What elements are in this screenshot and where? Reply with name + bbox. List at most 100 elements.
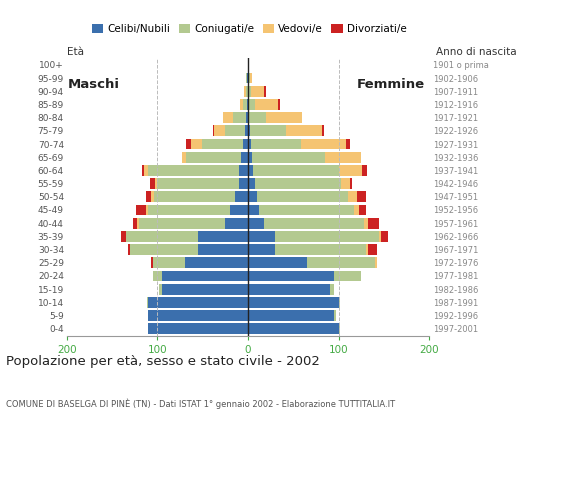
Bar [130,244,198,255]
Bar [215,125,225,136]
Bar [157,178,239,189]
Text: Popolazione per età, sesso e stato civile - 2002: Popolazione per età, sesso e stato civil… [6,355,320,368]
Bar [182,152,186,163]
Bar [151,257,153,268]
Bar [368,244,376,255]
Bar [148,204,230,216]
Bar [225,125,245,136]
Bar [246,72,247,84]
Bar [151,192,154,202]
Bar [248,257,307,268]
Bar [248,297,339,308]
Bar [121,231,126,242]
Bar [339,324,340,334]
Bar [186,152,241,163]
Bar [247,72,248,84]
Bar [248,60,249,70]
Bar [126,231,198,242]
Bar [248,324,339,334]
Bar [339,297,340,308]
Bar [248,271,334,281]
Bar [242,139,248,149]
Bar [248,72,250,84]
Bar [154,192,235,202]
Bar [242,99,247,110]
Bar [252,152,325,163]
Bar [248,310,334,321]
Bar [250,125,286,136]
Bar [155,178,157,189]
Bar [259,204,354,216]
Bar [346,139,350,149]
Bar [248,139,251,149]
Bar [248,99,255,110]
Bar [144,165,148,176]
Text: Età: Età [67,47,84,57]
Bar [233,112,246,123]
Bar [246,112,248,123]
Bar [368,218,379,228]
Bar [358,204,366,216]
Bar [136,204,146,216]
Bar [148,165,239,176]
Bar [239,165,248,176]
Bar [248,86,251,96]
Bar [198,231,248,242]
Bar [239,178,248,189]
Bar [244,86,246,96]
Bar [248,152,252,163]
Bar [264,218,364,228]
Bar [139,218,225,228]
Bar [362,165,367,176]
Legend: Celibi/Nubili, Coniugati/e, Vedovi/e, Divorziati/e: Celibi/Nubili, Coniugati/e, Vedovi/e, Di… [88,20,411,38]
Bar [250,72,252,84]
Bar [146,192,151,202]
Bar [235,192,248,202]
Bar [379,231,381,242]
Bar [213,125,215,136]
Bar [147,297,148,308]
Bar [245,125,248,136]
Bar [257,192,347,202]
Bar [350,178,352,189]
Bar [354,204,358,216]
Bar [248,284,329,295]
Bar [264,86,266,96]
Bar [278,99,280,110]
Bar [322,125,324,136]
Bar [247,99,248,110]
Bar [240,99,242,110]
Bar [248,165,253,176]
Bar [251,86,264,96]
Bar [253,165,339,176]
Bar [364,218,368,228]
Bar [159,284,162,295]
Bar [248,112,266,123]
Bar [334,271,361,281]
Bar [230,204,248,216]
Bar [286,125,322,136]
Bar [148,310,248,321]
Bar [275,231,379,242]
Bar [202,139,242,149]
Bar [275,244,366,255]
Bar [248,192,257,202]
Bar [133,218,137,228]
Bar [137,218,139,228]
Bar [366,244,368,255]
Bar [248,178,255,189]
Bar [325,152,361,163]
Text: Anno di nascita: Anno di nascita [436,47,517,57]
Bar [381,231,389,242]
Bar [223,112,233,123]
Bar [162,284,248,295]
Bar [184,257,248,268]
Bar [248,204,259,216]
Bar [248,125,250,136]
Bar [153,257,184,268]
Bar [162,271,248,281]
Bar [142,165,144,176]
Bar [334,310,336,321]
Bar [248,231,275,242]
Bar [146,204,148,216]
